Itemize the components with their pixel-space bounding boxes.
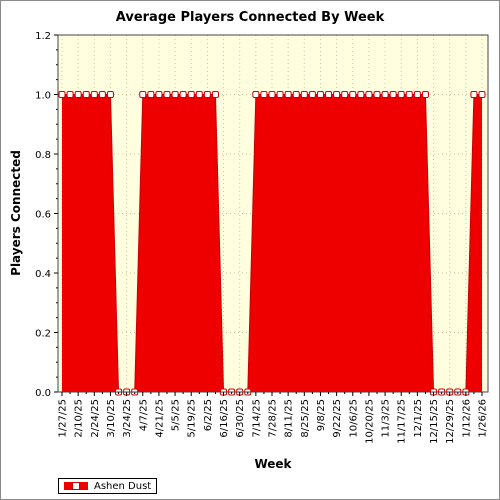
x-tick-label: 9/8/25 [316, 399, 327, 431]
y-axis-label: Players Connected [9, 150, 23, 276]
data-point [373, 91, 381, 98]
data-point [155, 91, 163, 98]
x-tick-label: 3/10/25 [106, 399, 117, 438]
data-point [478, 91, 486, 98]
x-tick-label: 6/2/25 [203, 399, 214, 431]
data-point [139, 91, 147, 98]
data-point [58, 91, 66, 98]
data-point [357, 91, 365, 98]
y-tick-label: 0.6 [35, 210, 51, 221]
data-point [147, 91, 155, 98]
y-tick-label: 0.2 [35, 329, 51, 340]
x-tick-label: 9/22/25 [332, 399, 343, 438]
data-point [397, 91, 405, 98]
x-tick-label: 8/11/25 [284, 399, 295, 438]
x-tick-label: 10/6/25 [348, 399, 359, 438]
x-tick-label: 5/19/25 [187, 399, 198, 438]
x-tick-label: 10/20/25 [364, 399, 375, 444]
data-point [179, 91, 187, 98]
data-point [187, 91, 195, 98]
y-tick-label: 0.0 [35, 388, 51, 399]
x-tick-label: 5/5/25 [171, 399, 182, 431]
series-area [62, 94, 482, 392]
x-tick-label: 6/16/25 [219, 399, 230, 438]
data-point [203, 91, 211, 98]
data-point [421, 91, 429, 98]
data-point [163, 91, 171, 98]
y-tick-label: 0.8 [35, 150, 51, 161]
x-tick-label: 12/29/25 [445, 399, 456, 444]
data-point [405, 91, 413, 98]
legend: Ashen Dust [58, 478, 158, 494]
plot-border [57, 34, 489, 393]
x-tick-label: 7/28/25 [268, 399, 279, 438]
x-tick-label: 4/21/25 [154, 399, 165, 438]
x-tick-label: 1/12/26 [461, 399, 472, 438]
x-tick-label: 1/26/26 [478, 399, 489, 438]
data-point [316, 91, 324, 98]
data-point [276, 91, 284, 98]
data-point [252, 91, 260, 98]
data-point [74, 91, 82, 98]
data-point [106, 91, 114, 98]
data-point [300, 91, 308, 98]
data-point [66, 91, 74, 98]
x-tick-label: 12/15/25 [429, 399, 440, 444]
data-point [381, 91, 389, 98]
x-tick-label: 12/1/25 [413, 399, 424, 438]
data-point [413, 91, 421, 98]
x-tick-label: 2/10/25 [74, 399, 85, 438]
data-point [341, 91, 349, 98]
data-point [90, 91, 98, 98]
x-tick-label: 7/14/25 [251, 399, 262, 438]
x-tick-label: 3/24/25 [122, 399, 133, 438]
data-point [333, 91, 341, 98]
data-point [82, 91, 90, 98]
data-point [470, 91, 478, 98]
x-axis-label: Week [254, 457, 292, 471]
data-point [389, 91, 397, 98]
x-tick-label: 1/27/25 [58, 399, 69, 438]
chart-title: Average Players Connected By Week [115, 10, 385, 25]
x-tick-label: 8/25/25 [300, 399, 311, 438]
data-point [260, 91, 268, 98]
data-point [325, 91, 333, 98]
data-point [268, 91, 276, 98]
data-point [171, 91, 179, 98]
legend-swatch [64, 482, 88, 490]
x-tick-label: 11/17/25 [397, 399, 408, 444]
y-tick-label: 1.2 [35, 31, 51, 42]
x-tick-label: 2/24/25 [90, 399, 101, 438]
y-tick-label: 1.0 [35, 91, 51, 102]
data-point [292, 91, 300, 98]
data-point [308, 91, 316, 98]
data-point [284, 91, 292, 98]
data-point [349, 91, 357, 98]
data-point [365, 91, 373, 98]
y-tick-label: 0.4 [35, 269, 51, 280]
data-point [211, 91, 219, 98]
data-point [195, 91, 203, 98]
x-tick-label: 4/7/25 [138, 399, 149, 431]
data-point [98, 91, 106, 98]
x-tick-label: 11/3/25 [381, 399, 392, 438]
x-tick-label: 6/30/25 [235, 399, 246, 438]
legend-label: Ashen Dust [94, 480, 152, 492]
